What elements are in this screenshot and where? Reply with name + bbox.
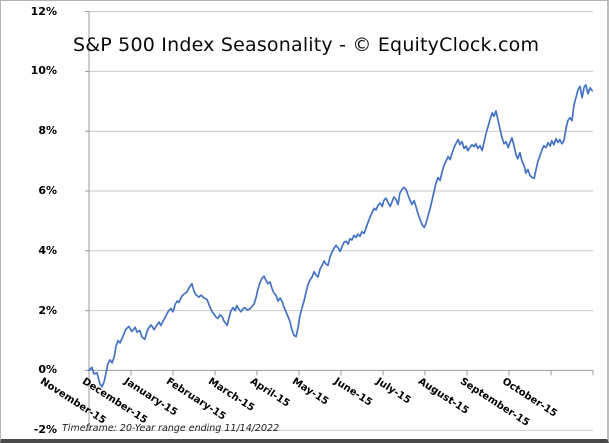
seasonality-line <box>88 84 594 388</box>
y-axis-label: 6% <box>38 184 57 197</box>
y-axis-label: 8% <box>38 124 57 138</box>
chart-title: S&P 500 Index Seasonality - © EquityCloc… <box>73 34 540 56</box>
timeframe-note: Timeframe: 20-Year range ending 11/14/20… <box>62 423 280 434</box>
y-axis-label: 12% <box>30 4 57 18</box>
y-axis-label: -2% <box>33 423 57 437</box>
y-axis-label: 10% <box>30 64 57 78</box>
y-axis-label: 4% <box>38 243 57 257</box>
y-axis-label: 0% <box>38 363 57 377</box>
y-axis-label: 2% <box>38 303 57 317</box>
